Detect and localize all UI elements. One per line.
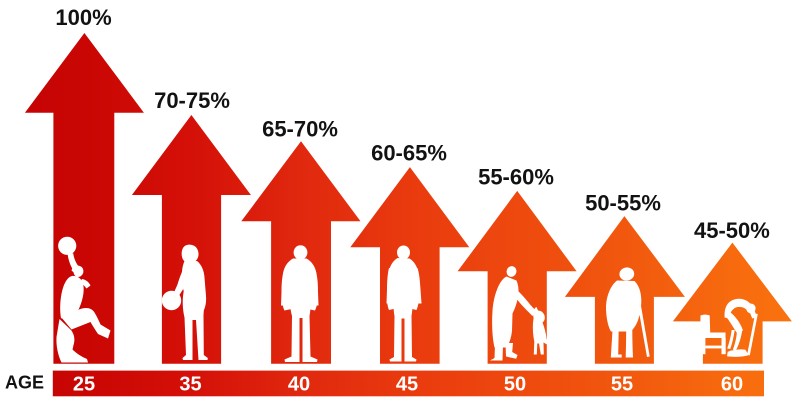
svg-text:25: 25 [73, 374, 95, 396]
svg-text:60-65%: 60-65% [371, 141, 447, 166]
svg-text:35: 35 [179, 374, 201, 396]
svg-text:70-75%: 70-75% [154, 88, 230, 113]
svg-text:65-70%: 65-70% [262, 117, 338, 142]
svg-text:AGE: AGE [5, 373, 44, 393]
svg-text:50-55%: 50-55% [585, 191, 661, 216]
svg-text:55-60%: 55-60% [478, 165, 554, 190]
svg-text:60: 60 [721, 374, 743, 396]
svg-text:100%: 100% [55, 5, 111, 30]
svg-text:55: 55 [611, 374, 633, 396]
svg-text:40: 40 [288, 374, 310, 396]
svg-text:45-50%: 45-50% [694, 218, 770, 243]
svg-text:45: 45 [396, 374, 418, 396]
svg-text:50: 50 [504, 374, 526, 396]
